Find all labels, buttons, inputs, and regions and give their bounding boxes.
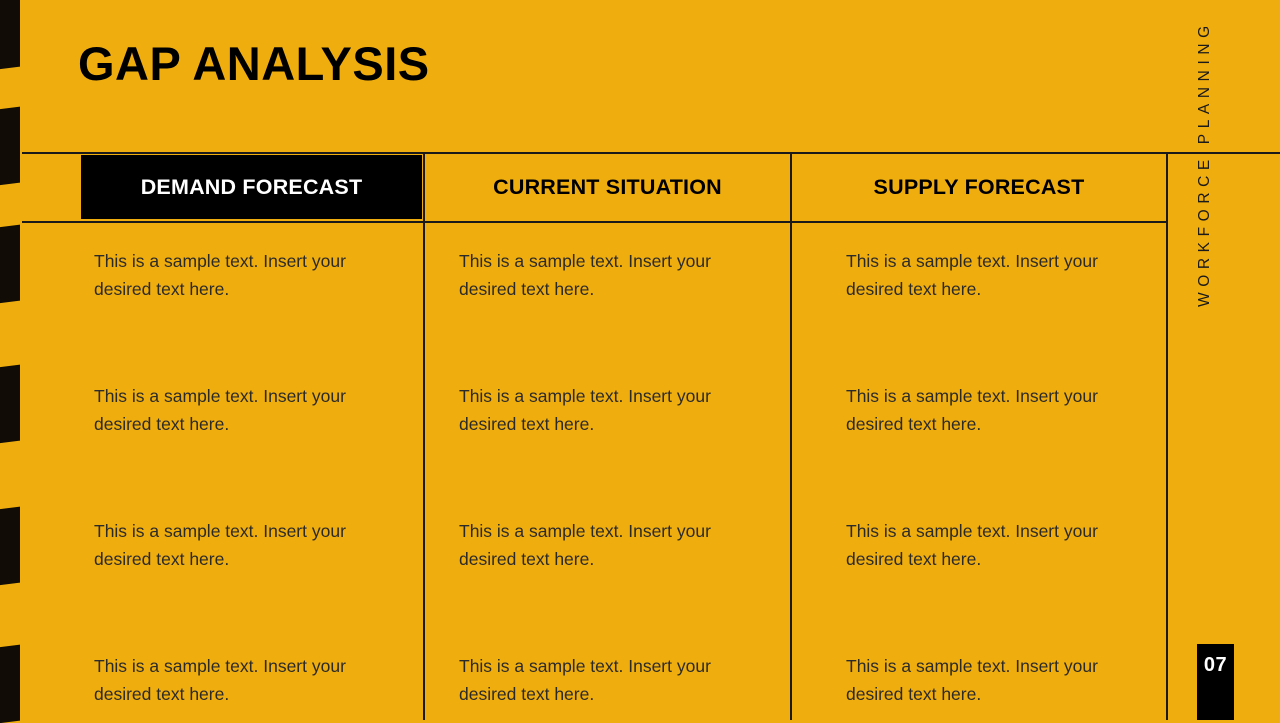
side-rail: WORKFORCE PLANNING 07 [1146,20,1280,720]
table-header-label: DEMAND FORECAST [140,174,363,199]
table-column-supply-forecast: This is a sample text. Insert your desir… [792,223,1166,720]
edge-dash-shape [0,106,20,186]
edge-dash-shape [0,506,20,586]
table-header-label: SUPPLY FORECAST [873,175,1085,199]
edge-dash-shape [0,0,20,70]
table-header-bottom-rule [22,221,1167,223]
table-header-demand-forecast[interactable]: DEMAND FORECAST [22,154,423,221]
table-header-supply-forecast[interactable]: SUPPLY FORECAST [792,154,1166,221]
table-cell-text: This is a sample text. Insert your desir… [846,521,1098,569]
table-cell-text: This is a sample text. Insert your desir… [94,656,346,704]
table-top-rule [22,152,1280,154]
table-header-row: DEMAND FORECAST CURRENT SITUATION SUPPLY… [22,154,1280,221]
table-column-divider-2 [790,152,792,720]
table-cell-text: This is a sample text. Insert your desir… [459,251,711,299]
edge-dash-shape [0,364,20,444]
page-title: GAP ANALYSIS [78,37,430,90]
table-cell-text: This is a sample text. Insert your desir… [846,386,1098,434]
edge-dash-shape [0,644,20,723]
gap-analysis-table: DEMAND FORECAST CURRENT SITUATION SUPPLY… [22,152,1280,720]
table-cell-text: This is a sample text. Insert your desir… [846,251,1098,299]
table-cell-text: This is a sample text. Insert your desir… [94,251,346,299]
table-cell-text: This is a sample text. Insert your desir… [94,386,346,434]
table-cell-text: This is a sample text. Insert your desir… [94,521,346,569]
header-highlight-chip: DEMAND FORECAST [81,155,422,219]
edge-dash-shape [0,224,20,304]
table-column-current-situation: This is a sample text. Insert your desir… [425,223,790,720]
table-column-demand-forecast: This is a sample text. Insert your desir… [22,223,423,720]
page-number-badge: 07 [1197,644,1234,720]
table-header-label: CURRENT SITUATION [493,175,722,199]
table-header-current-situation[interactable]: CURRENT SITUATION [425,154,790,221]
edge-dash-decoration [0,0,24,723]
table-cell-text: This is a sample text. Insert your desir… [846,656,1098,704]
table-column-divider-3 [1166,152,1168,720]
table-cell-text: This is a sample text. Insert your desir… [459,386,711,434]
section-label: WORKFORCE PLANNING [1196,20,1213,307]
page-number-label: 07 [1203,654,1228,676]
table-body-row: This is a sample text. Insert your desir… [22,223,1280,720]
table-column-divider-1 [423,152,425,720]
table-cell-text: This is a sample text. Insert your desir… [459,656,711,704]
table-cell-text: This is a sample text. Insert your desir… [459,521,711,569]
